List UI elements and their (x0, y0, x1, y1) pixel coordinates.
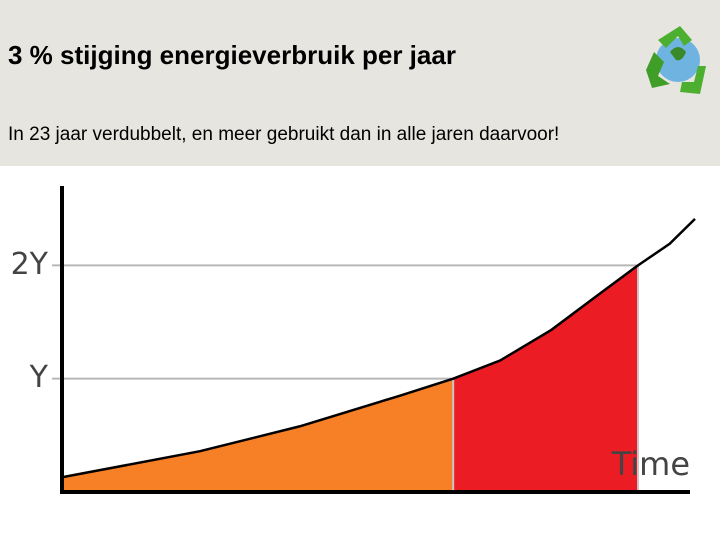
subtitle: In 23 jaar verdubbelt, en meer gebruikt … (8, 124, 560, 145)
y-tick-label: 2Y (11, 247, 49, 282)
header: 3 % stijging energieverbruik per jaar In… (0, 0, 720, 166)
arrow (646, 52, 670, 88)
title: 3 % stijging energieverbruik per jaar (8, 40, 456, 70)
arrow (680, 66, 706, 94)
arrow (658, 26, 692, 48)
x-axis-label: Time (611, 445, 690, 483)
area-fill (62, 378, 454, 492)
axes (60, 186, 690, 494)
chart: Y 2Y Time (11, 186, 696, 494)
y-tick-label: Y (29, 360, 49, 395)
line (61, 217, 696, 479)
recycle-icon (646, 26, 706, 94)
land (670, 47, 686, 61)
area-fill (453, 265, 639, 492)
